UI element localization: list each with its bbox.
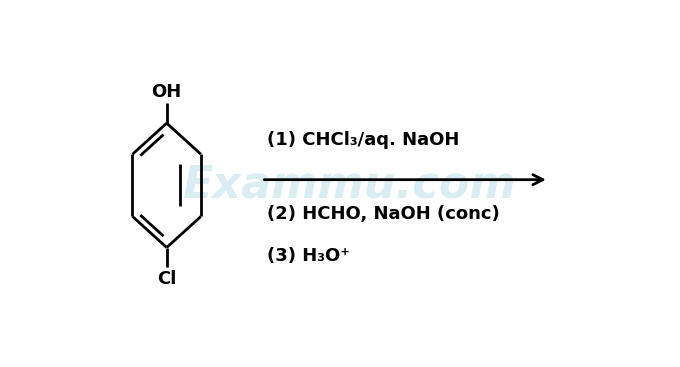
- Text: Cl: Cl: [157, 270, 176, 288]
- Text: OH: OH: [152, 83, 182, 101]
- Text: (3) H₃O⁺: (3) H₃O⁺: [267, 247, 350, 265]
- Text: Exammu.com: Exammu.com: [182, 164, 515, 207]
- Text: (2) HCHO, NaOH (conc): (2) HCHO, NaOH (conc): [267, 204, 500, 223]
- Text: (1) CHCl₃/aq. NaOH: (1) CHCl₃/aq. NaOH: [267, 131, 459, 149]
